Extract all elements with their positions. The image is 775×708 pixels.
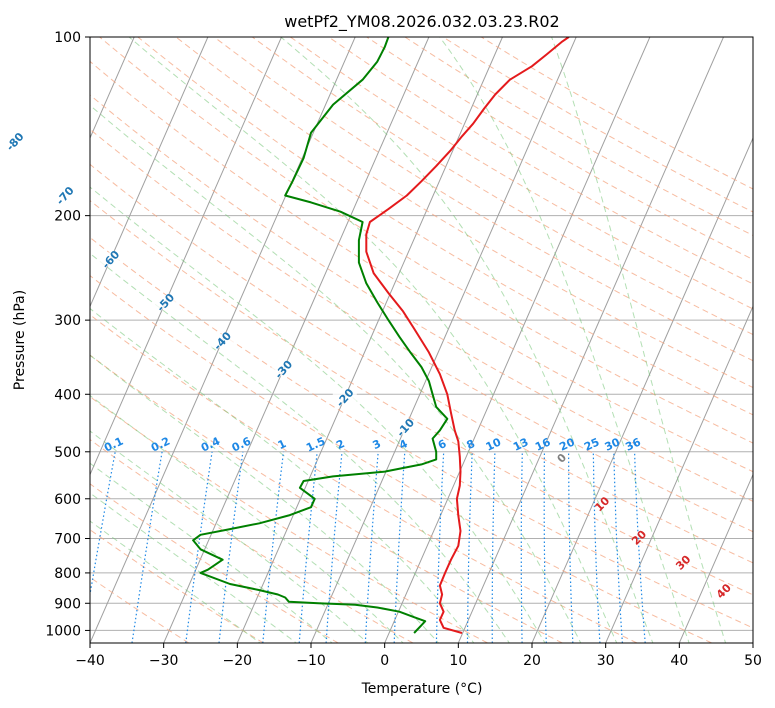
x-tick-label: −40 xyxy=(75,653,105,669)
mixing-ratio-label: 20 xyxy=(557,435,577,453)
moist-adiabat-line xyxy=(128,37,618,643)
y-tick-label: 500 xyxy=(54,445,81,461)
isotherm-line xyxy=(90,37,282,476)
moist-adiabat-line xyxy=(90,462,333,643)
mixing-ratio-line xyxy=(131,451,163,643)
mixing-ratio-line xyxy=(90,451,116,598)
dry-adiabat-line xyxy=(90,128,753,533)
dry-adiabat-line xyxy=(442,37,753,213)
dewpoint-profile-line xyxy=(192,37,449,634)
profile-series xyxy=(192,37,570,634)
y-tick-label: 600 xyxy=(54,492,81,508)
dry-adiabat-line xyxy=(90,275,712,643)
x-tick-label: 10 xyxy=(449,653,467,669)
mixing-ratio-label: 30 xyxy=(603,435,623,453)
y-tick-label: 200 xyxy=(54,209,81,225)
isotherm-label-bg xyxy=(153,295,178,310)
isotherm-line xyxy=(236,37,503,643)
moist-adiabat-line xyxy=(439,37,690,643)
x-tick-label: 0 xyxy=(380,653,389,669)
mixing-ratio-line xyxy=(218,451,244,643)
dry-adiabat-line xyxy=(290,37,753,310)
dry-adiabat-line xyxy=(366,37,753,261)
isotherm-line xyxy=(531,136,753,643)
dry-adiabat-line xyxy=(213,37,753,362)
plot-frame xyxy=(89,36,754,644)
isotherm-line xyxy=(678,473,753,643)
y-tick-label: 100 xyxy=(54,30,81,46)
isotherm-labels: 0.10.20.40.611.52346810131620253036-100-… xyxy=(2,130,734,601)
mixing-ratio-line xyxy=(262,451,285,643)
x-tick-label: 20 xyxy=(523,653,541,669)
x-tick-label: 30 xyxy=(597,653,615,669)
dry-adiabat-line xyxy=(252,37,753,336)
mixing-ratio-label: 16 xyxy=(533,435,553,453)
dry-adiabat-line xyxy=(328,37,753,285)
dry-adiabat-line xyxy=(90,94,753,502)
mixing-ratio-label: 36 xyxy=(623,435,643,453)
dry-adiabat-line xyxy=(90,354,563,643)
isotherm-label-bg xyxy=(52,188,77,203)
dry-adiabat-line xyxy=(90,60,753,473)
dry-adiabat-line xyxy=(404,37,753,236)
dry-adiabat-line xyxy=(90,163,753,564)
moist-adiabat-line xyxy=(280,37,654,643)
moist-adiabat-line xyxy=(90,394,404,643)
x-tick-label: 40 xyxy=(670,653,688,669)
moist-adiabat-line xyxy=(90,307,475,643)
moist-adiabat-line xyxy=(90,252,511,643)
isotherm-label-bg xyxy=(98,252,123,267)
isotherm-line xyxy=(90,37,209,308)
y-tick-label: 700 xyxy=(54,532,81,548)
dry-adiabat-line xyxy=(480,37,753,190)
isotherm-label-bg xyxy=(271,362,296,377)
mixing-ratio-line xyxy=(298,451,318,643)
x-axis-ticks: −40 −30 −20 −10 0 10 20 30 40 50 xyxy=(75,643,762,669)
isotherm-label-bg xyxy=(210,333,235,348)
temperature-profile-line xyxy=(365,37,570,634)
mixing-ratio-label: 13 xyxy=(511,436,530,454)
y-tick-label: 800 xyxy=(54,566,81,582)
dry-adiabat-line xyxy=(90,483,339,643)
moist-adiabat-line xyxy=(90,430,369,643)
isotherm-label-bg xyxy=(2,134,27,149)
y-tick-label: 300 xyxy=(54,313,81,329)
dry-adiabat-line xyxy=(90,199,753,596)
dry-adiabat-line xyxy=(90,529,264,643)
isotherm-line xyxy=(457,37,724,643)
isotherm-line xyxy=(605,305,753,643)
x-axis-label: Temperature (°C) xyxy=(361,681,483,697)
y-tick-label: 1000 xyxy=(45,623,81,639)
isotherm-line xyxy=(163,37,430,643)
moist-adiabat-line xyxy=(90,492,298,643)
isotherm-line xyxy=(384,37,651,643)
moist-adiabat-line xyxy=(551,37,727,643)
x-tick-label: −20 xyxy=(223,653,253,669)
dry-adiabat-line xyxy=(90,314,638,643)
mixing-ratio-label: 10 xyxy=(484,435,504,453)
y-tick-label: 400 xyxy=(54,387,81,403)
isotherm-label-bg xyxy=(332,390,357,405)
y-tick-label: 900 xyxy=(54,596,81,612)
y-axis-label: Pressure (hPa) xyxy=(12,290,28,390)
y-axis-ticks: 100 200 300 400 500 600 700 800 900 1000 xyxy=(45,30,90,639)
x-tick-label: −30 xyxy=(149,653,179,669)
isotherm-label-bg xyxy=(393,420,418,435)
mixing-ratio-label: 25 xyxy=(582,435,601,453)
x-tick-label: 50 xyxy=(744,653,762,669)
chart-title: wetPf2_YM08.2026.032.03.23.R02 xyxy=(284,12,559,32)
x-tick-label: −10 xyxy=(296,653,326,669)
